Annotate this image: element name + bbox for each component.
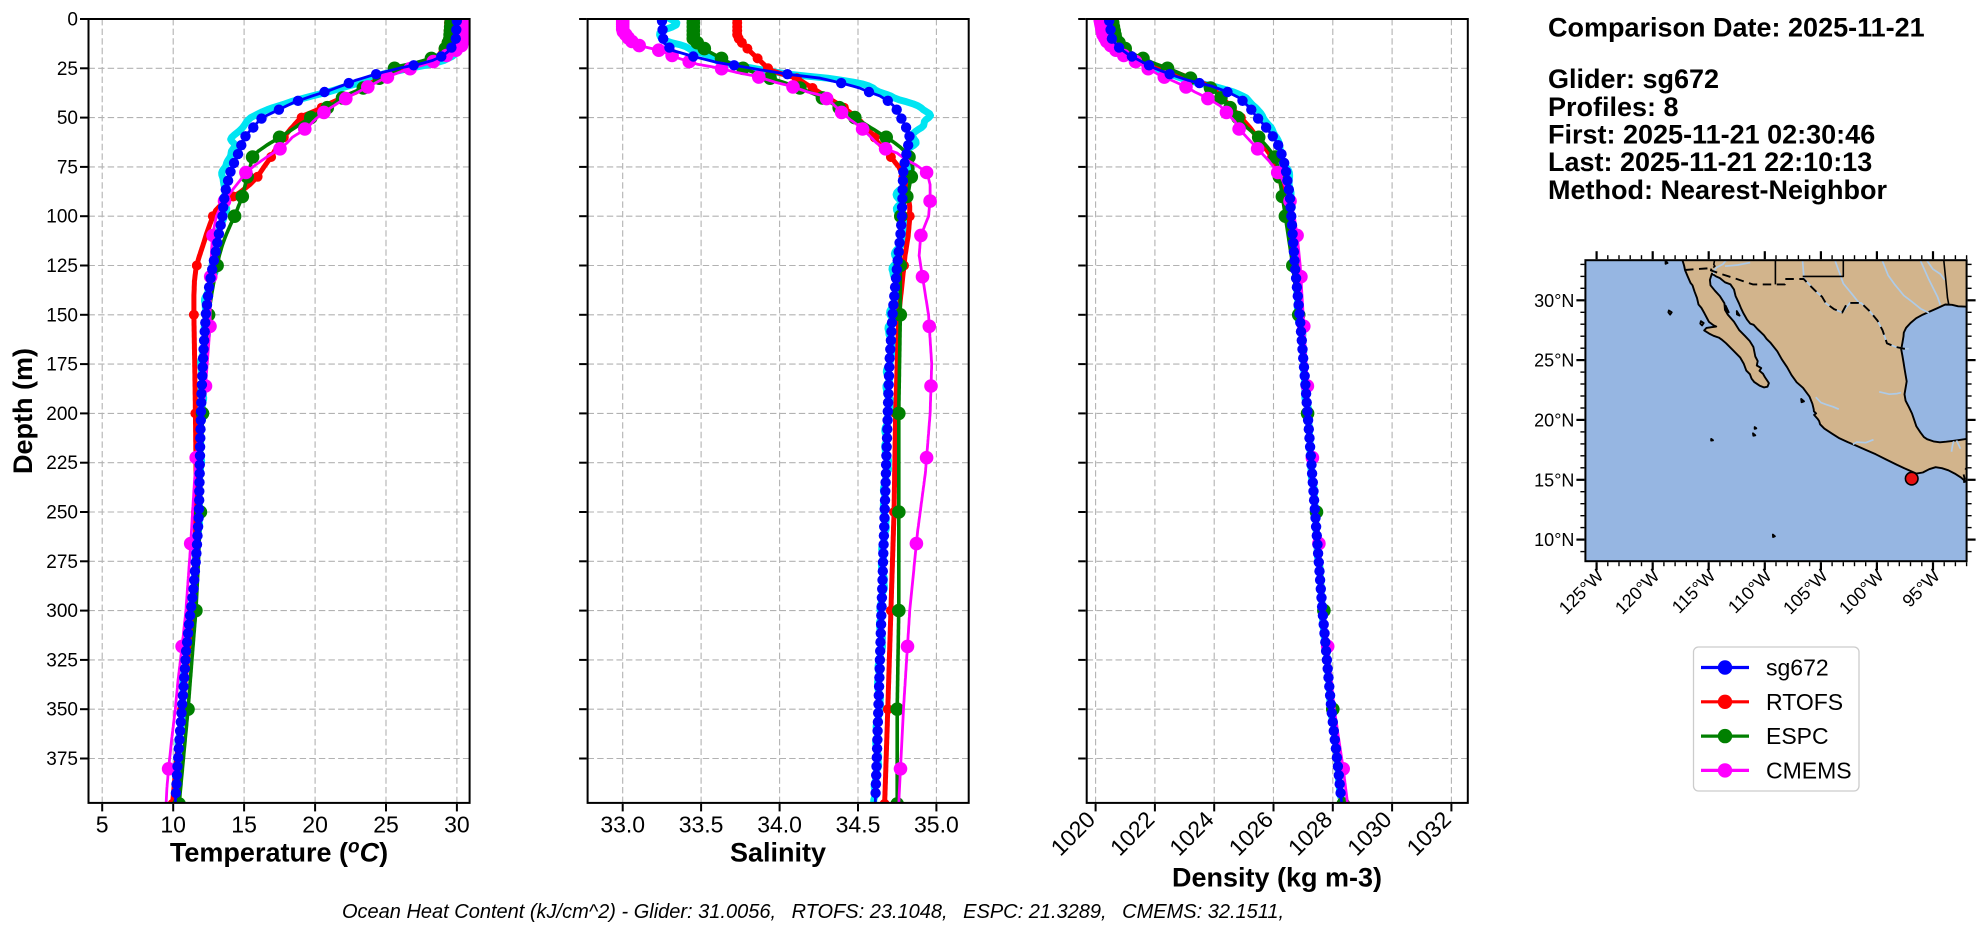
svg-text:20°N: 20°N — [1534, 410, 1574, 430]
svg-text:33.0: 33.0 — [600, 812, 645, 838]
svg-text:Density (kg m-3): Density (kg m-3) — [1172, 863, 1382, 893]
svg-text:RTOFS: RTOFS — [1766, 689, 1843, 715]
svg-text:33.5: 33.5 — [679, 812, 724, 838]
svg-text:15°N: 15°N — [1534, 470, 1574, 490]
svg-text:Last: 2025-11-21 22:10:13: Last: 2025-11-21 22:10:13 — [1548, 147, 1872, 177]
svg-text:350: 350 — [46, 700, 78, 721]
svg-text:225: 225 — [46, 453, 78, 474]
svg-text:Depth (m): Depth (m) — [8, 348, 38, 474]
svg-text:Salinity: Salinity — [730, 838, 826, 868]
svg-text:150: 150 — [46, 305, 78, 326]
svg-text:Ocean Heat Content (kJ/cm^2) -: Ocean Heat Content (kJ/cm^2) - Glider: 3… — [342, 901, 1284, 923]
svg-text:15: 15 — [231, 812, 257, 838]
svg-text:35.0: 35.0 — [914, 812, 959, 838]
svg-text:25°N: 25°N — [1534, 351, 1574, 371]
svg-text:75: 75 — [57, 157, 78, 178]
svg-text:200: 200 — [46, 404, 78, 425]
svg-text:100: 100 — [46, 207, 78, 228]
svg-text:175: 175 — [46, 355, 78, 376]
svg-text:30°N: 30°N — [1534, 291, 1574, 311]
svg-text:34.5: 34.5 — [836, 812, 881, 838]
svg-text:0: 0 — [67, 10, 78, 31]
svg-text:25: 25 — [373, 812, 399, 838]
svg-text:Comparison Date: 2025-11-21: Comparison Date: 2025-11-21 — [1548, 13, 1925, 43]
svg-text:275: 275 — [46, 552, 78, 573]
svg-text:CMEMS: CMEMS — [1766, 757, 1852, 783]
svg-text:Method: Nearest-Neighbor: Method: Nearest-Neighbor — [1548, 175, 1888, 205]
svg-text:5: 5 — [96, 812, 109, 838]
svg-text:30: 30 — [444, 812, 470, 838]
svg-text:325: 325 — [46, 650, 78, 671]
svg-text:First: 2025-11-21 02:30:46: First: 2025-11-21 02:30:46 — [1548, 120, 1875, 150]
svg-text:375: 375 — [46, 749, 78, 770]
svg-text:Profiles: 8: Profiles: 8 — [1548, 92, 1679, 122]
svg-text:10°N: 10°N — [1534, 530, 1574, 550]
svg-text:10: 10 — [160, 812, 186, 838]
svg-text:34.0: 34.0 — [757, 812, 802, 838]
svg-text:125: 125 — [46, 256, 78, 277]
svg-text:50: 50 — [57, 108, 78, 129]
svg-text:250: 250 — [46, 503, 78, 524]
svg-text:20: 20 — [302, 812, 328, 838]
svg-text:sg672: sg672 — [1766, 655, 1829, 681]
svg-text:300: 300 — [46, 601, 78, 622]
svg-text:ESPC: ESPC — [1766, 723, 1829, 749]
svg-text:25: 25 — [57, 59, 78, 80]
svg-text:Glider: sg672: Glider: sg672 — [1548, 64, 1719, 94]
